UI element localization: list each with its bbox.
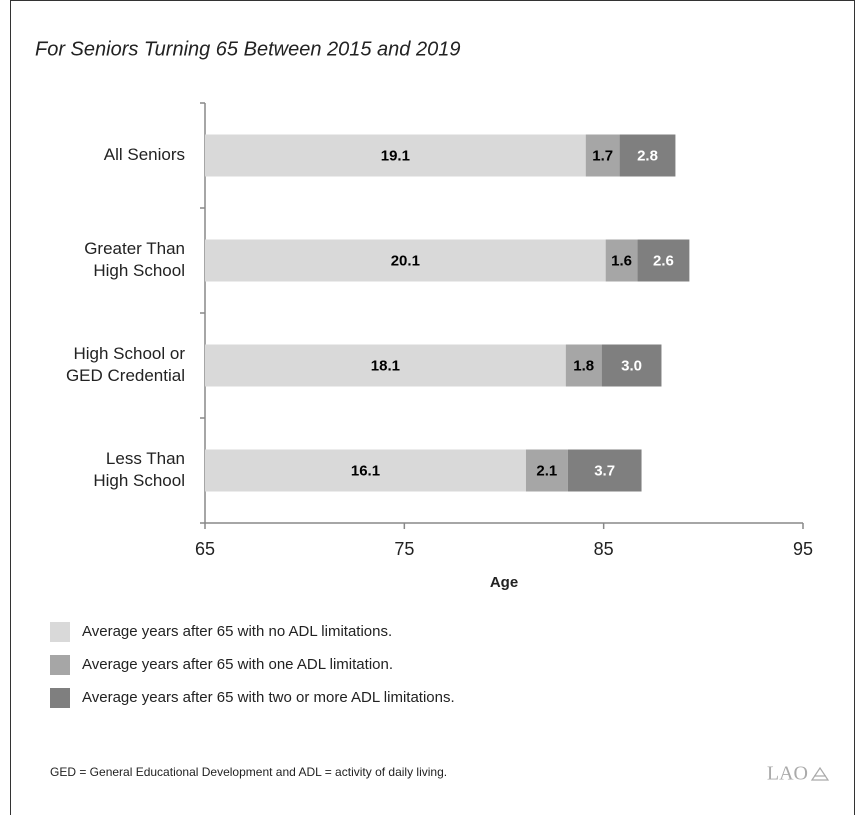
chart-title: For Seniors Turning 65 Between 2015 and … xyxy=(35,38,460,60)
y-tick-label: Less Than xyxy=(106,449,185,468)
x-tick-label: 85 xyxy=(594,539,614,559)
bar-segment xyxy=(585,134,620,177)
data-label: 2.6 xyxy=(653,252,674,269)
data-label: 1.7 xyxy=(592,147,613,164)
y-tick-label: Greater Than xyxy=(84,239,185,258)
bar-segment xyxy=(565,344,602,387)
x-tick-label: 95 xyxy=(793,539,813,559)
bar-segment xyxy=(605,239,638,282)
x-axis-label: Age xyxy=(490,574,518,591)
data-label: 1.6 xyxy=(611,252,632,269)
legend-label: Average years after 65 with one ADL limi… xyxy=(82,656,393,673)
data-label: 19.1 xyxy=(381,147,410,164)
data-label: 16.1 xyxy=(351,462,380,479)
logo-icon xyxy=(810,766,830,781)
y-tick-label: High School or xyxy=(73,344,185,363)
legend-swatch xyxy=(50,622,70,642)
bar-segment xyxy=(205,239,606,282)
frame xyxy=(10,0,855,815)
legend-swatch xyxy=(50,655,70,675)
data-label: 18.1 xyxy=(371,357,400,374)
bar-segment xyxy=(601,344,662,387)
bar-segment xyxy=(567,449,642,492)
bar-segment xyxy=(205,449,526,492)
footnote: GED = General Educational Development an… xyxy=(50,765,447,779)
legend-swatch xyxy=(50,688,70,708)
data-label: 3.7 xyxy=(594,462,615,479)
bar-segment xyxy=(637,239,690,282)
data-label: 2.8 xyxy=(637,147,658,164)
data-label: 2.1 xyxy=(536,462,557,479)
data-label: 20.1 xyxy=(391,252,420,269)
legend-label: Average years after 65 with no ADL limit… xyxy=(82,623,392,640)
data-label: 3.0 xyxy=(621,357,642,374)
y-tick-label: All Seniors xyxy=(104,145,185,164)
bar-segment xyxy=(205,344,566,387)
y-tick-label: High School xyxy=(93,471,185,490)
x-tick-label: 75 xyxy=(394,539,414,559)
bar-segment xyxy=(525,449,568,492)
bar-segment xyxy=(205,134,586,177)
data-label: 1.8 xyxy=(573,357,594,374)
logo: LAO xyxy=(767,763,808,785)
bar-segment xyxy=(619,134,676,177)
y-tick-label: High School xyxy=(93,261,185,280)
legend-label: Average years after 65 with two or more … xyxy=(82,689,455,706)
x-tick-label: 65 xyxy=(195,539,215,559)
y-tick-label: GED Credential xyxy=(66,366,185,385)
